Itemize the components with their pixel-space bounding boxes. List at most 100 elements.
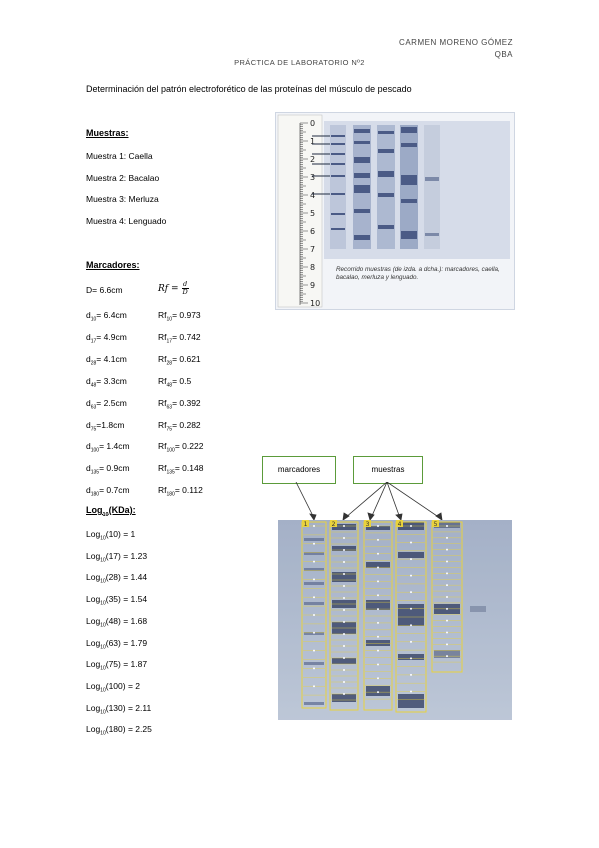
gel-photo: 0 1 2 3 4 5 6 7 8 9 10 bbox=[275, 112, 515, 310]
annotated-gel-graphic: 1 2 3 4 5 bbox=[278, 481, 512, 720]
band-peak-dot bbox=[343, 669, 345, 671]
band-peak-dot bbox=[377, 663, 379, 666]
band-peak-dot bbox=[410, 574, 412, 577]
markers-heading: Marcadores: bbox=[86, 260, 140, 270]
band-peak-dot bbox=[377, 525, 379, 527]
ruler-number: 7 bbox=[310, 245, 315, 254]
marker-rf: Rf100= 0.222 bbox=[158, 441, 204, 455]
band-peak-dot bbox=[377, 649, 379, 652]
band-peak-dot bbox=[343, 645, 345, 647]
ruler-number: 4 bbox=[310, 191, 315, 200]
log-heading-sub: 10 bbox=[102, 511, 109, 518]
gel-photo-graphic: 0 1 2 3 4 5 6 7 8 9 10 bbox=[277, 114, 510, 308]
band-peak-dot bbox=[343, 633, 345, 635]
log-row: Log10(10) = 1 bbox=[86, 529, 136, 542]
log-row: Log10(130) = 2.11 bbox=[86, 702, 152, 716]
band-peak-dot bbox=[343, 585, 345, 587]
log-row: Log10(48) = 1.68 bbox=[86, 615, 148, 629]
band-peak-dot bbox=[410, 640, 412, 643]
svg-text:3: 3 bbox=[366, 521, 370, 528]
samples-heading: Muestras: bbox=[86, 128, 129, 138]
band-peak-dot bbox=[446, 584, 448, 587]
marker-rf: Rf28= 0.621 bbox=[158, 353, 201, 367]
band-peak-dot bbox=[410, 541, 412, 544]
marker-rf: Rf135= 0.148 bbox=[158, 463, 204, 476]
rf-numerator: d bbox=[183, 280, 188, 288]
band-peak-dot bbox=[377, 621, 379, 624]
log-row: Log10(35) = 1.54 bbox=[86, 594, 148, 607]
ruler-number: 8 bbox=[310, 263, 315, 272]
band-peak-dot bbox=[343, 573, 345, 575]
band-peak-dot bbox=[410, 657, 412, 660]
band-peak-dot bbox=[343, 525, 345, 527]
marker-rf: Rf180= 0.112 bbox=[158, 485, 203, 498]
markers-callout: marcadores bbox=[262, 456, 336, 484]
log-row: Log10(100) = 2 bbox=[86, 680, 141, 694]
ruler-number: 5 bbox=[310, 209, 315, 218]
band-peak-dot bbox=[410, 607, 412, 610]
band-peak-dot bbox=[377, 566, 379, 569]
band-peak-dot bbox=[446, 643, 448, 646]
band-peak-dot bbox=[410, 624, 412, 627]
marker-rf: Rf75= 0.282 bbox=[158, 419, 201, 433]
log-row: Log10(28) = 1.44 bbox=[86, 572, 148, 586]
log-heading: Log10(KDa): bbox=[86, 505, 136, 518]
ruler-number: 1 bbox=[310, 137, 315, 146]
band-peak-dot bbox=[446, 631, 448, 634]
sample-item: Muestra 2: Bacalao bbox=[86, 173, 160, 183]
author-block: CARMEN MORENO GÓMEZ QBA bbox=[399, 37, 513, 61]
band-peak-dot bbox=[313, 614, 315, 616]
band-peak-dot bbox=[313, 560, 315, 563]
sample-item: Muestra 3: Merluza bbox=[86, 194, 159, 204]
band-peak-dot bbox=[313, 525, 315, 527]
marker-distance: d63= 2.5cm bbox=[86, 397, 127, 411]
band-peak-dot bbox=[446, 536, 448, 539]
band-peak-dot bbox=[313, 649, 315, 652]
band-peak-dot bbox=[313, 685, 315, 688]
band-peak-dot bbox=[313, 578, 315, 581]
svg-text:2: 2 bbox=[332, 521, 336, 528]
marker-distance: d48= 3.3cm bbox=[86, 375, 127, 389]
rf-denominator: D bbox=[181, 288, 189, 296]
band-peak-dot bbox=[446, 596, 448, 598]
band-peak-dot bbox=[446, 560, 448, 563]
lane-number-badge: 1 bbox=[302, 520, 309, 528]
rf-fraction: d D bbox=[181, 280, 189, 296]
band-peak-dot bbox=[377, 677, 379, 680]
marker-rf: Rf17= 0.742 bbox=[158, 331, 201, 345]
rf-formula: Rf = d D bbox=[158, 281, 189, 296]
log-heading-rest: (KDa): bbox=[108, 505, 136, 515]
practice-title: PRÁCTICA DE LABORATORIO Nº2 bbox=[234, 58, 365, 67]
ruler-number: 9 bbox=[310, 281, 315, 290]
band-peak-dot bbox=[446, 548, 448, 551]
lane-number-badge: 4 bbox=[396, 520, 403, 528]
svg-text:1: 1 bbox=[304, 521, 308, 528]
marker-distance: d100= 1.4cm bbox=[86, 441, 130, 455]
band-peak-dot bbox=[410, 525, 412, 527]
band-peak-dot bbox=[377, 580, 379, 583]
sample-item: Muestra 4: Lenguado bbox=[86, 216, 167, 226]
gel-photo-caption: Recorrido muestras (de izda. a dcha.): m… bbox=[336, 266, 500, 281]
author-name: CARMEN MORENO GÓMEZ bbox=[399, 38, 513, 47]
marker-rf: Rf10= 0.973 bbox=[158, 310, 201, 323]
ruler-number: 0 bbox=[310, 119, 315, 128]
band-peak-dot bbox=[313, 631, 315, 634]
band-peak-dot bbox=[377, 608, 379, 611]
band-peak-dot bbox=[446, 619, 448, 622]
ruler-number: 10 bbox=[310, 299, 320, 308]
band-peak-dot bbox=[343, 621, 345, 623]
band-peak-dot bbox=[313, 596, 315, 599]
marker-distance: d180= 0.7cm bbox=[86, 485, 130, 498]
marker-distance: d135= 0.9cm bbox=[86, 463, 130, 476]
band-peak-dot bbox=[343, 693, 345, 695]
band-peak-dot bbox=[410, 690, 412, 693]
band-peak-dot bbox=[343, 549, 345, 551]
band-peak-dot bbox=[377, 552, 379, 555]
band-peak-dot bbox=[313, 542, 315, 545]
band-peak-dot bbox=[343, 537, 345, 539]
rf-formula-lhs: Rf = bbox=[158, 283, 179, 294]
marker-distance: d75=1.8cm bbox=[86, 419, 125, 433]
band-peak-dot bbox=[410, 591, 412, 594]
band-peak-dot bbox=[446, 572, 448, 575]
group-code: QBA bbox=[494, 50, 513, 59]
